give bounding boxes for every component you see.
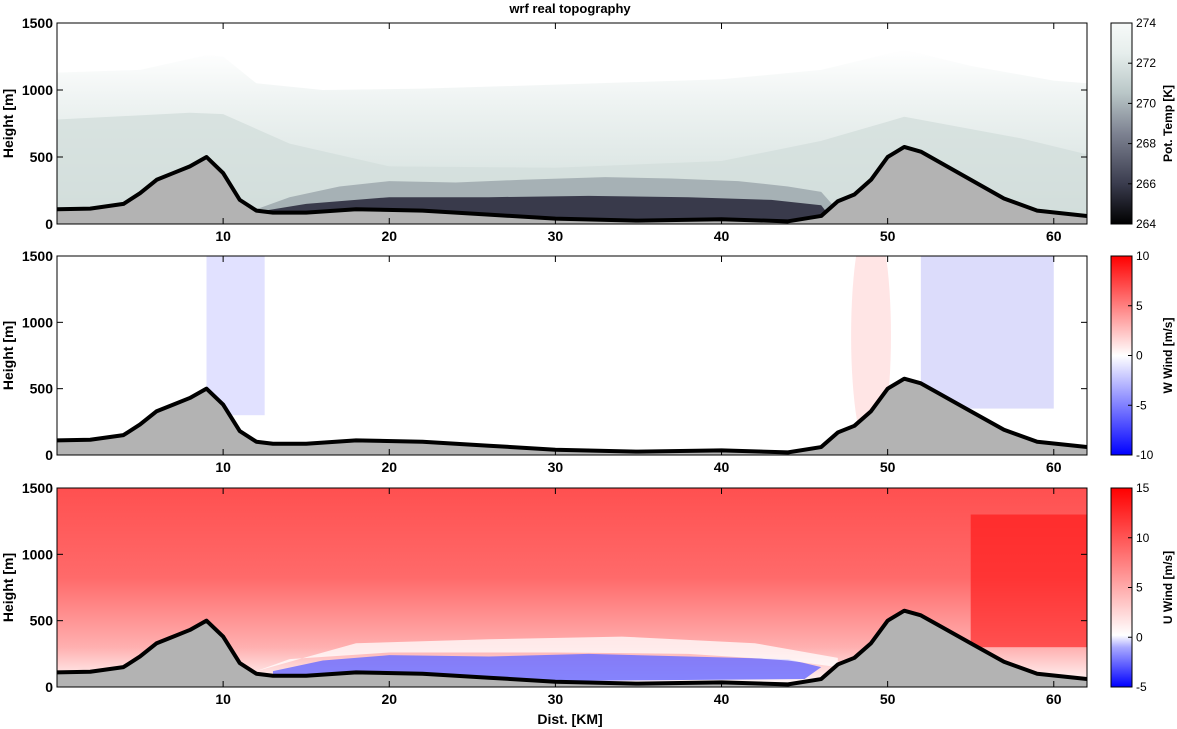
y-tick-label: 1000	[22, 546, 53, 562]
colorbar-tick-label: 272	[1136, 56, 1156, 70]
y-tick-label: 1500	[22, 248, 53, 264]
colorbar-tick-label: 15	[1136, 481, 1150, 495]
colorbar-tick-label: -10	[1136, 448, 1154, 462]
panel-1: 10 20 30 40 50 60 0 500 1000 1500 Height [m]	[0, 15, 1088, 244]
colorbar-label: U Wind [m/s]	[1161, 551, 1175, 624]
terrain-line	[57, 376, 1087, 455]
y-tick-label: 500	[30, 149, 54, 165]
y-tick-label: 500	[30, 613, 54, 629]
x-tick-label: 20	[381, 459, 397, 475]
x-tick-label: 40	[714, 228, 730, 244]
x-tick-label: 20	[381, 228, 397, 244]
chart-title: wrf real topography	[508, 1, 631, 16]
y-axis-label: Height [m]	[0, 89, 16, 158]
panel-2: 10 20 30 40 50 60 0 500 1000 1500 Height [m]	[0, 248, 1088, 475]
x-tick-label: 50	[880, 228, 896, 244]
x-tick-label: 60	[1046, 228, 1062, 244]
colorbar-tick-label: 274	[1136, 16, 1156, 30]
y-tick-label: 0	[45, 679, 53, 695]
vertical-wind-field	[57, 256, 1087, 455]
colorbar-tick-label: 0	[1136, 349, 1143, 363]
x-tick-label: 30	[548, 459, 564, 475]
colorbar-label: W Wind [m/s]	[1161, 318, 1175, 394]
terrain-line	[57, 608, 1087, 687]
y-tick-label: 1000	[22, 314, 53, 330]
x-tick-label: 10	[215, 459, 231, 475]
colorbar-1: 264 266 268 270 272 274 Pot. Temp [K]	[1110, 16, 1175, 231]
colorbar-tick-label: 264	[1136, 217, 1156, 231]
y-axis-label: Height [m]	[0, 553, 16, 622]
colorbars: 264 266 268 270 272 274 Pot. Temp [K] -10 -5 0 5 10…	[1110, 16, 1175, 694]
x-tick-label: 60	[1046, 691, 1062, 707]
y-tick-label: 0	[45, 447, 53, 463]
x-tick-label: 30	[548, 228, 564, 244]
y-tick-label: 1500	[22, 15, 53, 31]
x-tick-label: 50	[880, 459, 896, 475]
x-tick-label: 40	[714, 691, 730, 707]
y-tick-label: 0	[45, 216, 53, 232]
x-tick-label: 20	[381, 691, 397, 707]
colorbar-tick-label: 5	[1136, 299, 1143, 313]
colorbar-tick-label: 268	[1136, 137, 1156, 151]
y-tick-label: 500	[30, 381, 54, 397]
y-tick-label: 1000	[22, 82, 53, 98]
y-axis-label: Height [m]	[0, 321, 16, 390]
horizontal-wind-field	[57, 488, 1087, 687]
plot-frame	[56, 487, 1088, 688]
y-tick-label: 1500	[22, 480, 53, 496]
x-tick-label: 30	[548, 691, 564, 707]
x-tick-label: 10	[215, 691, 231, 707]
panel-3: 10 20 30 40 50 60 0 500 1000 1500 Height [m]	[0, 480, 1088, 707]
terrain-fill	[57, 146, 1087, 224]
colorbar-tick-label: 0	[1136, 630, 1143, 644]
colorbar-tick-label: 5	[1136, 581, 1143, 595]
colorbar-tick-label: 10	[1136, 531, 1150, 545]
colorbar-tick-label: 266	[1136, 177, 1156, 191]
x-axis-label: Dist. [KM]	[537, 711, 602, 727]
plot-frame	[56, 22, 1088, 225]
x-tick-label: 40	[714, 459, 730, 475]
x-tick-label: 10	[215, 228, 231, 244]
colorbar-tick-label: -5	[1136, 398, 1147, 412]
x-tick-label: 60	[1046, 459, 1062, 475]
colorbar-tick-label: 270	[1136, 96, 1156, 110]
x-tick-label: 50	[880, 691, 896, 707]
terrain-fill	[57, 378, 1087, 455]
colorbar-tick-label: 10	[1136, 249, 1150, 263]
terrain-line	[57, 144, 1087, 224]
potential-temperature-field	[57, 23, 1087, 224]
colorbar-scale	[1110, 22, 1133, 225]
plot-frame	[56, 255, 1088, 456]
colorbar-label: Pot. Temp [K]	[1161, 85, 1175, 162]
colorbar-3: -5 0 5 10 15 U Wind [m/s]	[1110, 481, 1175, 694]
colorbar-tick-label: -5	[1136, 680, 1147, 694]
terrain-fill	[57, 610, 1087, 687]
colorbar-2: -10 -5 0 5 10 W Wind [m/s]	[1110, 249, 1175, 462]
